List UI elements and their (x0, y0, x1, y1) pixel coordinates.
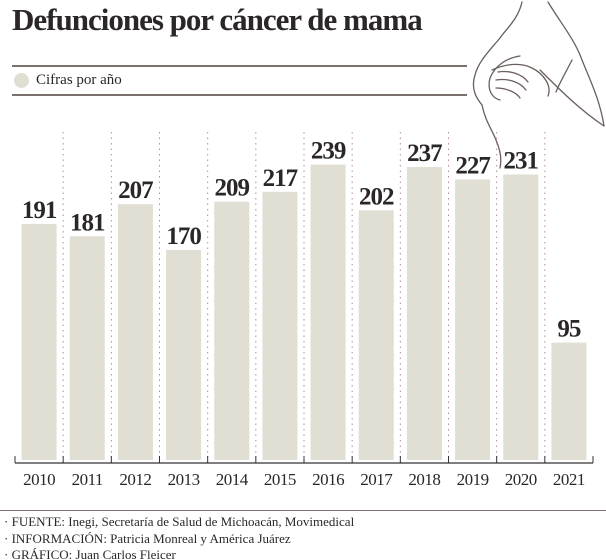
data-label-2014: 209 (215, 175, 250, 202)
bar-2019 (455, 179, 491, 461)
divider-footer (0, 510, 606, 511)
data-label-2016: 239 (311, 138, 346, 165)
x-tick-label-2014: 2014 (216, 470, 249, 489)
x-tick-label-2019: 2019 (457, 470, 489, 489)
legend-label: Cifras por año (36, 72, 122, 88)
data-label-2018: 237 (407, 140, 442, 167)
legend: Cifras por año (14, 72, 122, 89)
bar-2010 (21, 223, 57, 460)
data-label-2015: 217 (263, 165, 298, 192)
bar-2016 (310, 164, 346, 460)
data-label-2017: 202 (359, 183, 394, 210)
data-label-2021: 95 (557, 316, 581, 343)
bar-2014 (214, 201, 250, 460)
x-tick-label-2015: 2015 (264, 470, 296, 489)
x-tick-label-2010: 2010 (23, 470, 55, 489)
bar-2018 (406, 167, 442, 460)
bar-2013 (166, 249, 202, 460)
bar-2021 (551, 342, 587, 460)
data-label-2013: 170 (166, 223, 201, 250)
x-tick-label-2021: 2021 (553, 470, 585, 489)
bar-2012 (117, 204, 153, 460)
data-label-2012: 207 (118, 177, 153, 204)
footer-fuente-text: FUENTE: Inegi, Secretaría de Salud de Mi… (11, 514, 355, 529)
data-label-2011: 181 (70, 209, 105, 236)
data-label-2020: 231 (504, 147, 539, 174)
x-tick-label-2011: 2011 (72, 470, 103, 489)
bar-2015 (262, 191, 298, 460)
footer-informacion: · INFORMACIÓN: Patricia Monreal y Améric… (4, 531, 291, 546)
divider-top (12, 65, 467, 67)
bar-2011 (69, 236, 105, 460)
divider-legend (12, 94, 467, 96)
x-tick-label-2017: 2017 (360, 470, 393, 489)
x-tick-label-2016: 2016 (312, 470, 344, 489)
footer-informacion-text: INFORMACIÓN: Patricia Monreal y América … (11, 531, 291, 546)
bar-2017 (358, 210, 394, 460)
footer-grafico-text: GRÁFICO: Juan Carlos Fleicer (11, 547, 176, 560)
x-tick-label-2018: 2018 (408, 470, 440, 489)
chart-title: Defunciones por cáncer de mama (12, 2, 423, 37)
data-label-2019: 227 (455, 152, 490, 179)
x-tick-label-2013: 2013 (168, 470, 200, 489)
legend-swatch (14, 73, 29, 88)
x-tick-label-2020: 2020 (505, 470, 537, 489)
x-tick-label-2012: 2012 (119, 470, 151, 489)
bar-2020 (503, 174, 539, 460)
footer-grafico: · GRÁFICO: Juan Carlos Fleicer (4, 547, 176, 560)
footer-fuente: · FUENTE: Inegi, Secretaría de Salud de … (4, 514, 355, 529)
data-label-2010: 191 (22, 197, 57, 224)
